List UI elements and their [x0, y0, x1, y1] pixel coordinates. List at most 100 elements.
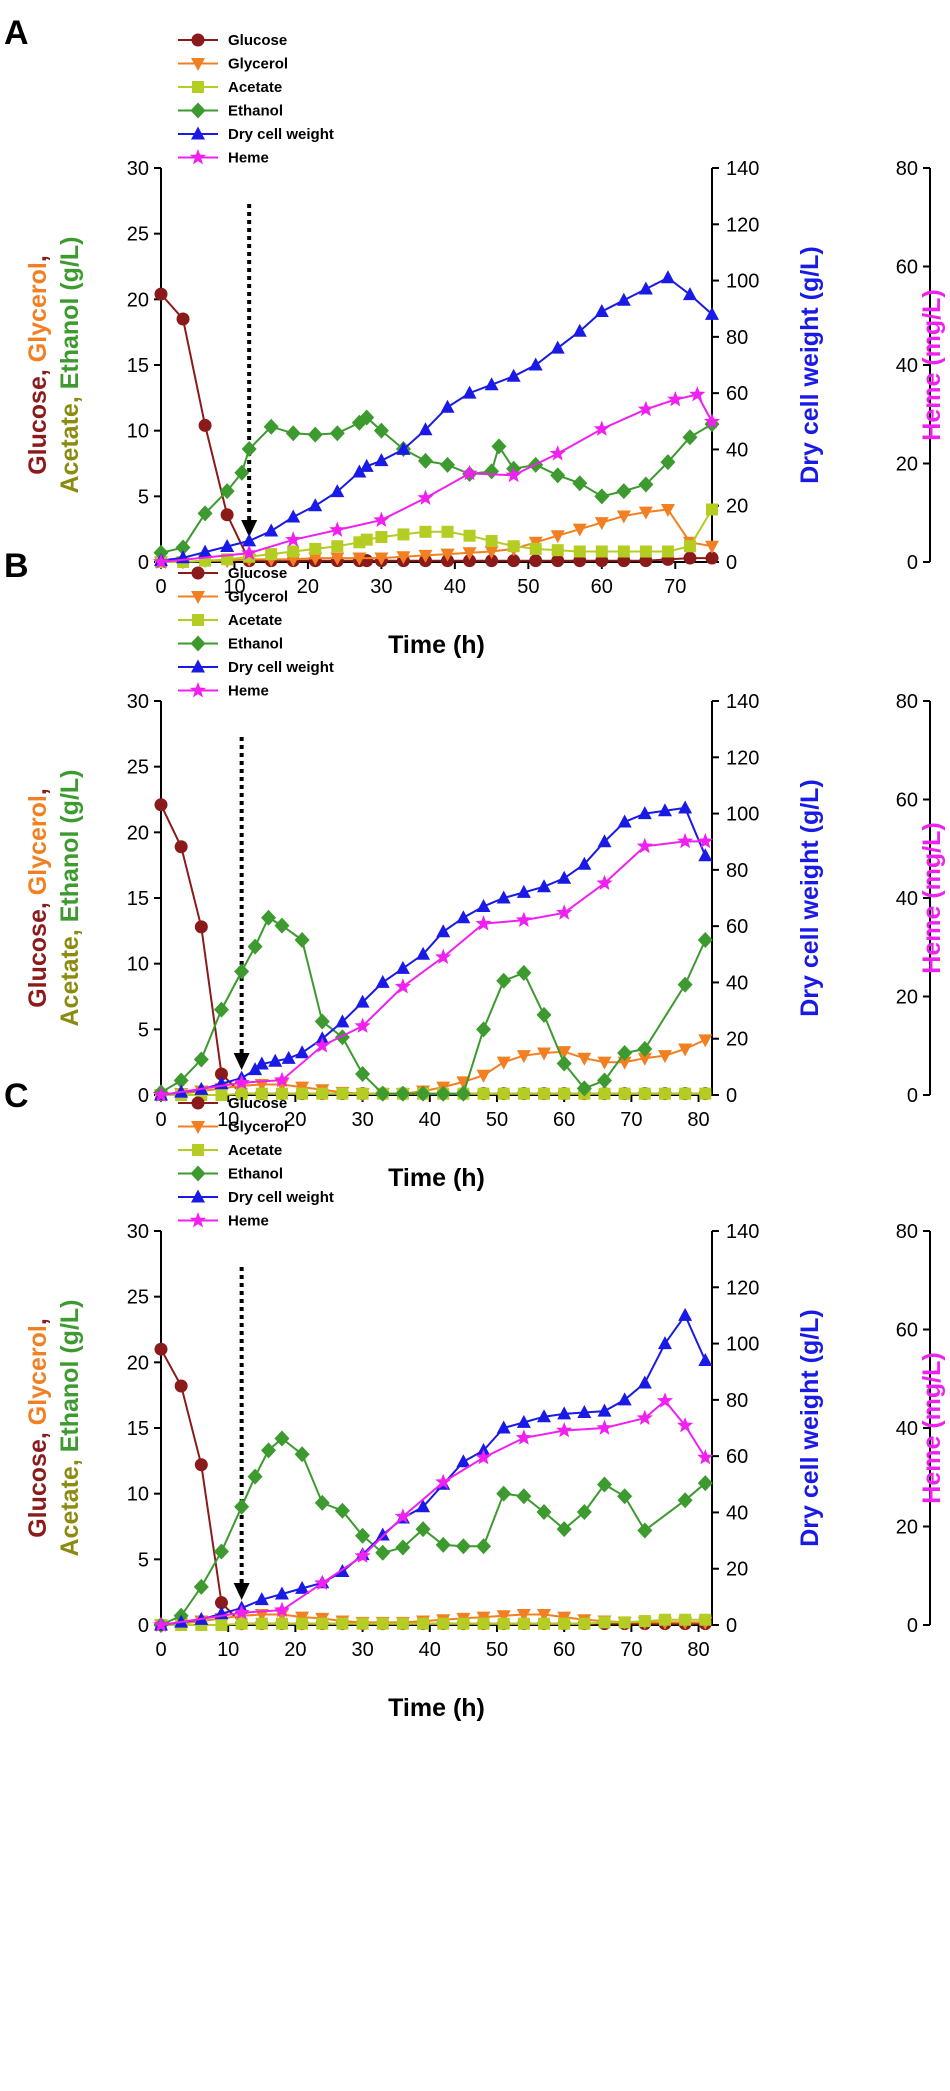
legend-marker-acetate [192, 614, 204, 626]
x-axis-title: Time (h) [388, 1164, 485, 1192]
data-point-acetate [573, 545, 586, 558]
data-point-heme [285, 531, 302, 547]
x-tick-label: 10 [223, 576, 245, 598]
chart-panel-a: A Glucose Glycerol Acetate Ethanol Dry cell w… [4, 14, 946, 659]
panel-label: B [4, 547, 29, 585]
data-point-ethanol [314, 1013, 330, 1030]
panel-label: A [4, 14, 29, 52]
dcw-y-tick-label: 80 [726, 860, 748, 882]
data-point-acetate [699, 1613, 712, 1626]
dcw-y-tick-label: 20 [726, 1029, 748, 1051]
data-point-ethanol [435, 1085, 451, 1102]
data-point-heme [394, 1508, 411, 1524]
dcw-y-tick-label: 100 [726, 271, 759, 293]
data-point-ethanol [334, 1502, 350, 1519]
heme-y-tick-label: 0 [907, 552, 918, 574]
data-point-ethanol [476, 1021, 492, 1038]
data-point-dry-cell-weight [682, 287, 697, 301]
data-point-ethanol [435, 1536, 451, 1553]
data-point-acetate [477, 1087, 490, 1100]
dcw-y-tick-label: 60 [726, 916, 748, 938]
data-point-ethanol [334, 1029, 350, 1046]
data-point-dry-cell-weight [462, 385, 477, 399]
left-title-segment: Glucose, [24, 362, 52, 475]
data-point-acetate [661, 545, 674, 558]
data-point-glucose [174, 840, 188, 854]
data-point-acetate [485, 534, 498, 547]
data-point-acetate [658, 1087, 671, 1100]
left-title-line-2: Acetate, Ethanol (g/L) [56, 237, 84, 494]
data-point-heme [273, 1601, 290, 1618]
data-point-ethanol [234, 963, 250, 980]
data-point-acetate [255, 1087, 268, 1100]
data-point-dry-cell-weight [506, 368, 521, 382]
dcw-y-tick-label: 120 [726, 214, 759, 236]
x-axis-title: Time (h) [388, 1694, 485, 1722]
x-tick-label: 80 [687, 1639, 709, 1661]
left-title-segment: , [24, 255, 52, 262]
data-point-dry-cell-weight [698, 1352, 713, 1366]
data-point-acetate [477, 1617, 490, 1630]
data-point-glucose [507, 554, 521, 568]
data-point-ethanol [576, 1080, 592, 1097]
data-point-dry-cell-weight [335, 1014, 350, 1028]
x-tick-label: 60 [553, 1109, 575, 1131]
data-point-ethanol [261, 1442, 277, 1459]
left-y-tick-label: 20 [127, 289, 149, 311]
data-point-ethanol [355, 1065, 371, 1082]
data-point-dry-cell-weight [597, 1403, 612, 1417]
left-y-tick-label: 5 [138, 1019, 149, 1041]
data-point-ethanol [455, 1538, 471, 1555]
data-point-dry-cell-weight [198, 544, 213, 558]
data-point-glycerol [537, 1608, 552, 1622]
data-point-ethanol [594, 488, 610, 505]
data-point-ethanol [294, 932, 310, 949]
data-point-heme [152, 1616, 170, 1632]
data-point-dry-cell-weight [308, 498, 323, 512]
data-point-dry-cell-weight [220, 539, 235, 553]
data-point-glycerol [374, 552, 389, 566]
x-tick-label: 30 [351, 1639, 373, 1661]
heme-y-tick-label: 40 [896, 1418, 918, 1440]
series-ethanol [153, 1430, 713, 1633]
data-point-acetate [598, 1616, 611, 1629]
left-title-line-1: Glucose, Glycerol, [24, 1318, 52, 1538]
data-point-acetate [287, 545, 300, 558]
data-point-glycerol [657, 1050, 672, 1064]
data-point-glycerol [678, 1043, 693, 1057]
data-point-dry-cell-weight [476, 898, 491, 912]
data-point-dry-cell-weight [281, 1050, 296, 1064]
data-point-glycerol [616, 510, 631, 524]
left-y-tick-label: 25 [127, 757, 149, 779]
legend-label-glucose: Glucose [228, 565, 287, 582]
data-point-dry-cell-weight [242, 533, 257, 547]
left-y-tick-label: 20 [127, 822, 149, 844]
data-point-ethanol [395, 1085, 411, 1102]
data-point-heme [656, 1392, 673, 1408]
x-tick-label: 10 [217, 1109, 239, 1131]
heme-y-tick-label: 0 [907, 1085, 918, 1107]
left-title-segment: , [56, 389, 84, 403]
dcw-y-axis-title: Dry cell weight (g/L) [796, 246, 824, 484]
data-point-ethanol [247, 1468, 263, 1485]
data-point-ethanol [677, 976, 693, 993]
series-dry-cell-weight [154, 270, 719, 567]
data-point-glucose [198, 418, 212, 432]
data-point-glycerol [637, 1052, 652, 1066]
legend-label-ethanol: Ethanol [228, 103, 283, 120]
data-point-glycerol [462, 547, 477, 561]
data-point-ethanol [213, 1543, 229, 1560]
data-point-heme [689, 386, 706, 402]
heme-y-tick-label: 60 [896, 1320, 918, 1342]
data-point-glycerol [440, 548, 455, 562]
data-point-acetate [375, 531, 388, 544]
data-point-ethanol [638, 476, 654, 493]
data-point-ethanol [637, 1041, 653, 1058]
data-point-dry-cell-weight [678, 1307, 693, 1321]
data-point-heme [703, 413, 721, 429]
legend-marker-acetate [192, 81, 204, 93]
chart-panel-c: C Glucose Glycerol Acetate Ethanol Dry cell w… [4, 1077, 946, 1722]
data-point-acetate [376, 1617, 389, 1630]
data-point-heme [697, 832, 714, 849]
data-point-glucose [194, 1458, 208, 1472]
